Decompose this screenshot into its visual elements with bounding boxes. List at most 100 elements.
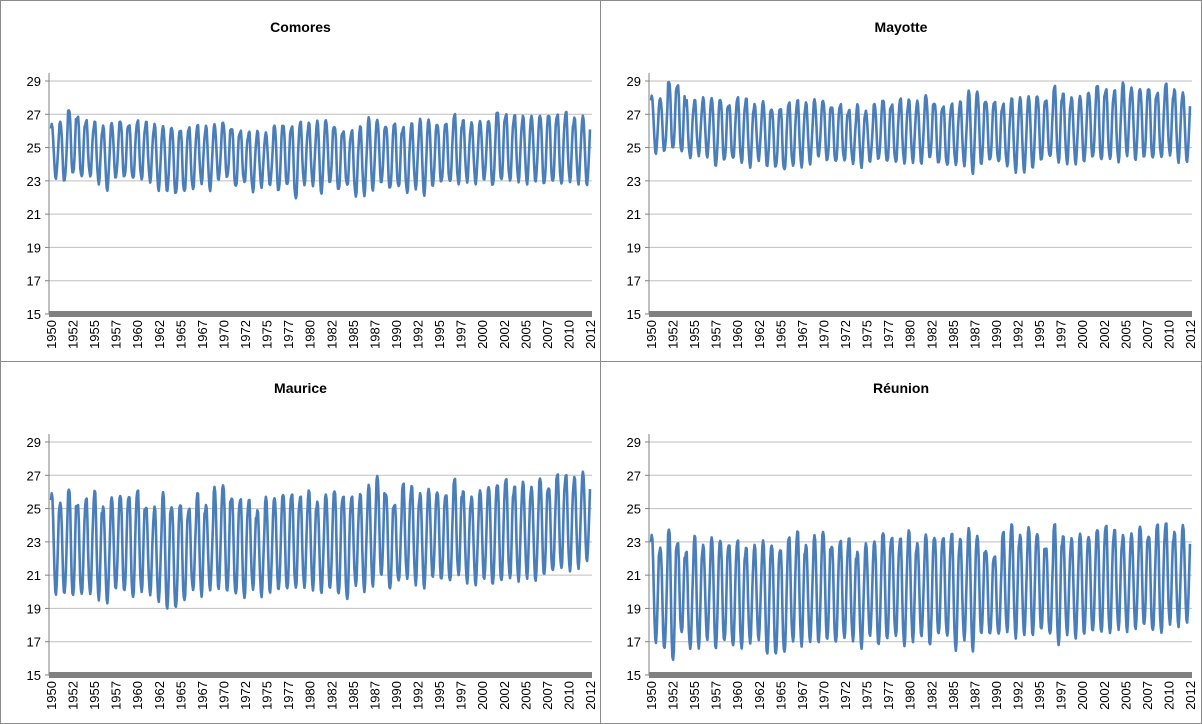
x-tick-label: 2007 — [540, 320, 555, 349]
y-tick-label: 25 — [627, 141, 641, 156]
x-tick-label: 2005 — [518, 320, 533, 349]
y-tick-label: 21 — [27, 568, 41, 583]
y-tick-label: 15 — [627, 668, 641, 683]
x-tick-label: 1997 — [1054, 681, 1069, 710]
x-tick-label: 1977 — [881, 681, 896, 710]
y-tick-label: 29 — [27, 74, 41, 89]
chart-title: Mayotte — [874, 19, 928, 35]
x-tick-label: 2000 — [475, 320, 490, 349]
x-tick-label: 2010 — [561, 681, 576, 710]
x-tick-label: 2012 — [583, 681, 598, 710]
x-tick-label: 1965 — [173, 320, 188, 349]
x-tick-label: 1982 — [924, 320, 939, 349]
x-tick-label: 1957 — [109, 320, 124, 349]
x-tick-label: 1975 — [860, 320, 875, 349]
y-tick-label: 23 — [627, 535, 641, 550]
chart-title: Maurice — [274, 380, 327, 396]
x-tick-label: 1997 — [454, 320, 469, 349]
x-axis-band — [49, 311, 592, 317]
x-tick-label: 1960 — [730, 681, 745, 710]
series-line — [49, 470, 592, 610]
x-tick-label: 2005 — [1118, 681, 1133, 710]
y-tick-label: 29 — [627, 74, 641, 89]
x-tick-label: 1965 — [173, 681, 188, 710]
y-tick-label: 27 — [27, 468, 41, 483]
x-tick-label: 1987 — [367, 320, 382, 349]
x-tick-label: 1967 — [795, 681, 810, 710]
x-tick-label: 2007 — [1140, 681, 1155, 710]
x-tick-label: 1995 — [432, 681, 447, 710]
x-axis-band — [649, 311, 1192, 317]
x-tick-label: 1975 — [260, 681, 275, 710]
chart-title: Comores — [270, 19, 331, 35]
y-tick-label: 27 — [627, 107, 641, 122]
y-tick-label: 17 — [627, 274, 641, 289]
x-tick-label: 2005 — [518, 681, 533, 710]
x-tick-label: 1955 — [687, 681, 702, 710]
x-tick-label: 1965 — [773, 681, 788, 710]
x-tick-label: 2002 — [1097, 320, 1112, 349]
x-tick-label: 1992 — [411, 320, 426, 349]
x-tick-label: 1950 — [44, 681, 59, 710]
y-tick-label: 19 — [627, 240, 641, 255]
x-tick-label: 2007 — [1140, 320, 1155, 349]
x-tick-label: 1985 — [346, 681, 361, 710]
x-tick-label: 2012 — [583, 320, 598, 349]
x-tick-label: 1980 — [903, 681, 918, 710]
x-axis-band — [649, 672, 1192, 678]
y-tick-label: 23 — [27, 535, 41, 550]
x-tick-label: 1972 — [238, 320, 253, 349]
x-tick-label: 1970 — [217, 320, 232, 349]
x-tick-label: 1997 — [454, 681, 469, 710]
chart-panel-maurice: Maurice 15 17 19 21 23 25 27 29 1950 1952 1955 1957… — [0, 362, 601, 724]
chart-title: Réunion — [873, 380, 929, 396]
x-tick-label: 1992 — [411, 681, 426, 710]
series-line — [649, 80, 1192, 176]
y-tick-label: 19 — [27, 601, 41, 616]
y-tick-label: 27 — [627, 468, 641, 483]
x-tick-label: 1960 — [130, 320, 145, 349]
x-tick-label: 1955 — [87, 681, 102, 710]
x-tick-label: 1995 — [1032, 681, 1047, 710]
x-tick-label: 1982 — [324, 681, 339, 710]
chart-panel-comores: Comores 15 17 19 21 23 25 27 29 1950 1952 1955 1957… — [0, 0, 601, 362]
x-tick-label: 1957 — [709, 681, 724, 710]
x-tick-label: 1985 — [946, 320, 961, 349]
y-tick-label: 17 — [27, 274, 41, 289]
x-tick-label: 2012 — [1183, 320, 1198, 349]
y-tick-label: 27 — [27, 107, 41, 122]
x-tick-label: 1955 — [687, 320, 702, 349]
x-tick-label: 1950 — [644, 681, 659, 710]
y-tick-label: 25 — [27, 502, 41, 517]
y-tick-label: 25 — [27, 141, 41, 156]
x-tick-label: 1985 — [346, 320, 361, 349]
x-tick-label: 2010 — [561, 320, 576, 349]
x-tick-label: 1955 — [87, 320, 102, 349]
x-tick-label: 1972 — [838, 681, 853, 710]
x-tick-label: 1995 — [1032, 320, 1047, 349]
chart-plot: 15 17 19 21 23 25 27 29 1950 1952 1955 1957 1960 1962… — [627, 434, 1198, 710]
y-tick-label: 21 — [27, 207, 41, 222]
x-tick-label: 1982 — [324, 320, 339, 349]
x-tick-label: 1975 — [860, 681, 875, 710]
x-tick-label: 1962 — [152, 320, 167, 349]
x-tick-label: 2002 — [497, 681, 512, 710]
y-tick-label: 19 — [627, 601, 641, 616]
x-tick-label: 1952 — [666, 681, 681, 710]
x-tick-label: 2002 — [497, 320, 512, 349]
x-tick-label: 1997 — [1054, 320, 1069, 349]
x-tick-label: 1990 — [389, 320, 404, 349]
x-tick-label: 2012 — [1183, 681, 1198, 710]
x-tick-label: 1992 — [1011, 320, 1026, 349]
x-tick-label: 1987 — [967, 681, 982, 710]
y-tick-label: 17 — [27, 635, 41, 650]
x-tick-label: 1992 — [1011, 681, 1026, 710]
x-tick-label: 1995 — [432, 320, 447, 349]
x-tick-label: 1972 — [838, 320, 853, 349]
x-tick-label: 1967 — [795, 320, 810, 349]
x-tick-label: 1967 — [195, 320, 210, 349]
x-tick-label: 1980 — [303, 320, 318, 349]
y-tick-label: 15 — [627, 307, 641, 322]
y-tick-label: 23 — [627, 174, 641, 189]
y-tick-label: 23 — [27, 174, 41, 189]
